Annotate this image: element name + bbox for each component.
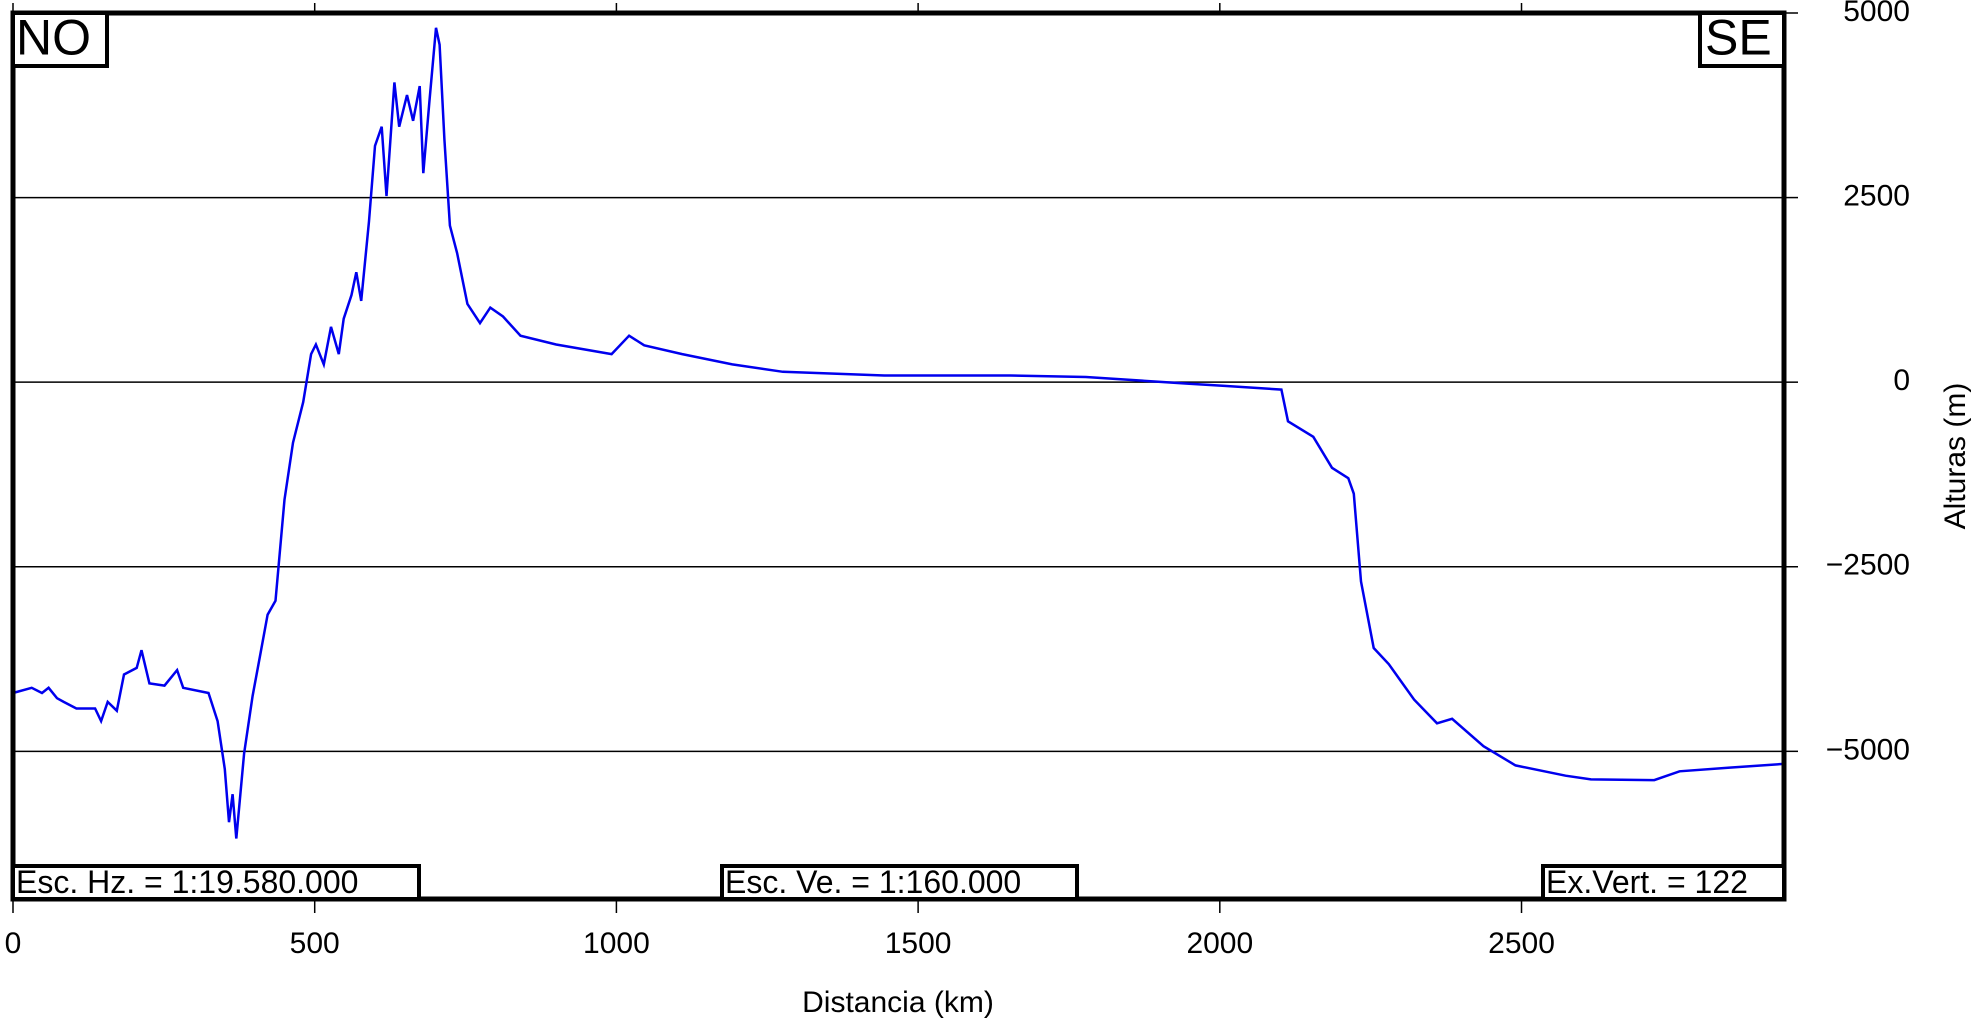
y-axis-label: Alturas (m)	[1939, 383, 1972, 530]
corner-label: SE	[1705, 10, 1772, 66]
x-tick-label: 2000	[1186, 927, 1253, 960]
scale-label-box	[720, 864, 1079, 901]
scale-label: Ex.Vert. = 122	[1546, 864, 1748, 900]
scale-label: Esc. Ve. = 1:160.000	[725, 864, 1021, 900]
x-tick-label: 1000	[583, 927, 650, 960]
x-tick-label: 0	[5, 927, 22, 960]
corner-label-box	[11, 11, 109, 68]
y-tick-label: −5000	[1826, 733, 1910, 766]
y-tick-label: 0	[1893, 364, 1910, 397]
y-tick-label: −2500	[1826, 549, 1910, 582]
y-tick-label: 2500	[1843, 180, 1910, 213]
scale-label-box	[1541, 864, 1786, 901]
x-tick-label: 500	[290, 927, 340, 960]
x-axis-label: Distancia (km)	[802, 986, 994, 1019]
corner-label: NO	[16, 10, 91, 66]
x-tick-label: 2500	[1488, 927, 1555, 960]
profile-line	[12, 27, 1785, 839]
corner-label-box	[1698, 11, 1786, 68]
x-tick-label: 1500	[885, 927, 952, 960]
scale-label: Esc. Hz. = 1:19.580.000	[16, 864, 358, 900]
y-tick-label: 5000	[1843, 0, 1910, 28]
scale-label-box	[11, 864, 421, 901]
